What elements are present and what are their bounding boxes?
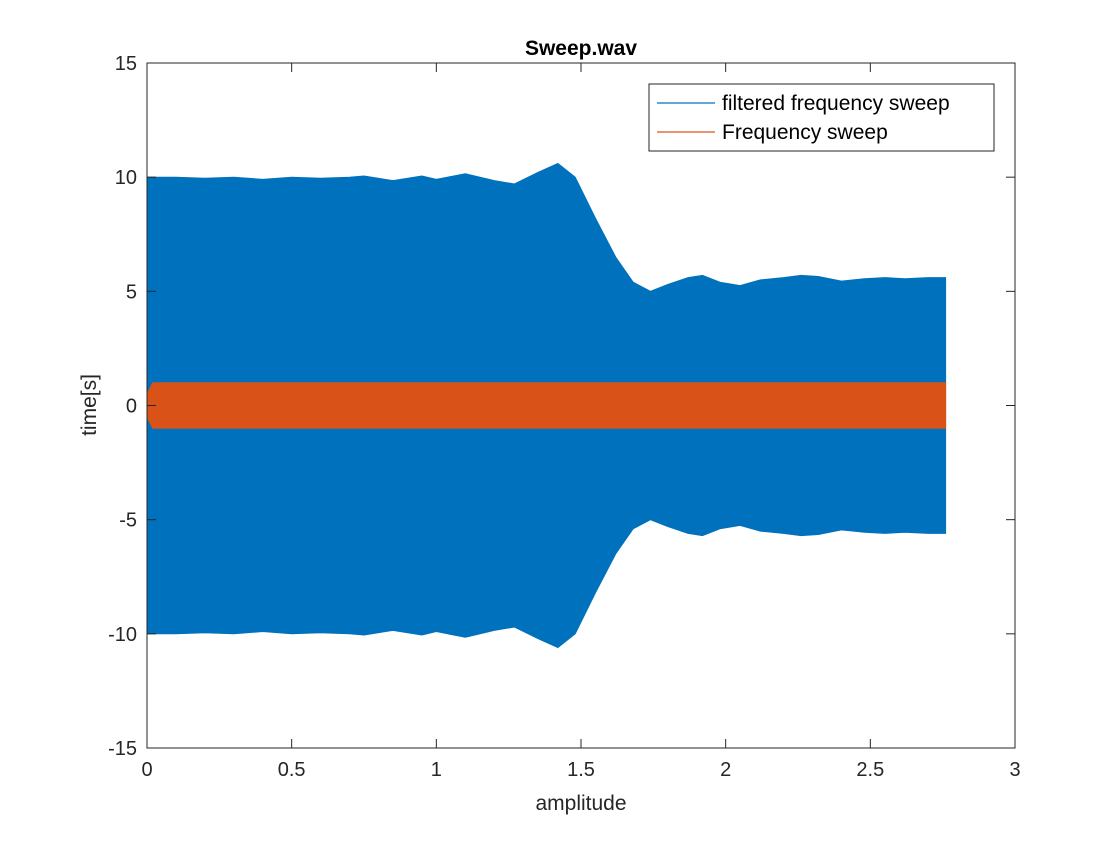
x-tick-label: 3 — [1009, 759, 1020, 781]
legend-label-0: filtered frequency sweep — [722, 92, 950, 115]
y-tick-label: 5 — [126, 281, 137, 303]
y-axis-label: time[s] — [78, 374, 101, 436]
ticks-layer: 0 0.5 1 1.5 2 2.5 3 15 10 5 0 -5 -10 -15 — [108, 53, 1020, 781]
legend: filtered frequency sweep Frequency sweep — [648, 83, 995, 152]
x-tick-label: 0 — [141, 759, 152, 781]
y-tick-label: 10 — [115, 167, 137, 189]
y-tick-label: -15 — [108, 738, 137, 760]
series-1-band — [146, 382, 947, 429]
y-tick-label: 0 — [126, 396, 137, 418]
x-axis-label: amplitude — [535, 792, 626, 815]
x-tick-label: 1.5 — [567, 759, 595, 781]
x-tick-label: 0.5 — [278, 759, 306, 781]
y-tick-label: -5 — [119, 510, 137, 532]
chart-title: Sweep.wav — [525, 37, 637, 60]
x-tick-label: 2.5 — [856, 759, 884, 781]
series-layer — [146, 162, 947, 649]
y-tick-label: -10 — [108, 624, 137, 646]
x-tick-label: 1 — [431, 759, 442, 781]
x-tick-label: 2 — [720, 759, 731, 781]
legend-label-1: Frequency sweep — [722, 121, 888, 144]
y-tick-label: 15 — [115, 53, 137, 75]
legend-box — [648, 83, 995, 152]
